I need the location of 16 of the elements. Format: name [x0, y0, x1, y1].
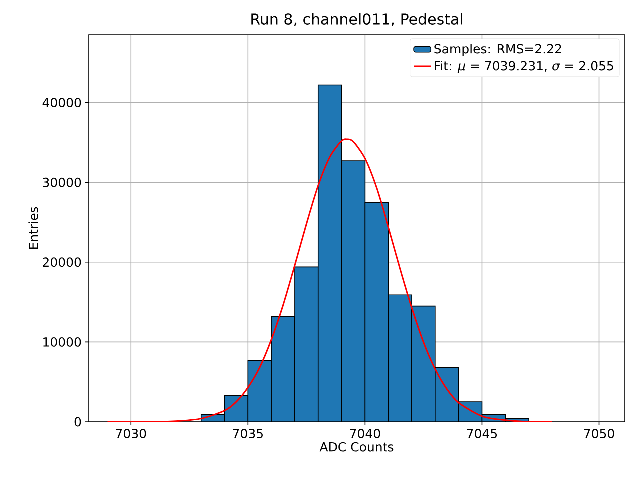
- x-tick-label: 7040: [350, 429, 380, 438]
- line-series: [106, 138, 554, 422]
- y-tick-label: 40000: [42, 98, 82, 108]
- legend-label: Samples: RMS=2.22: [434, 44, 562, 56]
- x-tick-label: 7035: [233, 429, 263, 438]
- x-tick-label: 7045: [467, 429, 498, 438]
- y-tick-label: 30000: [43, 178, 82, 188]
- x-tick-label: 7030: [116, 429, 146, 438]
- y-tick-label: 0: [74, 417, 82, 427]
- x-axis-title: ADC Counts: [320, 442, 394, 452]
- legend-label: Fit: μ = 7039.231, σ = 2.055: [435, 61, 614, 74]
- x-tick-label: 7050: [584, 429, 614, 438]
- chart-title: Run 8, channel011, Pedestal: [252, 13, 462, 26]
- y-tick-label: 10000: [44, 337, 82, 347]
- y-tick-label: 20000: [43, 258, 82, 268]
- y-axis-title: Entries: [28, 207, 38, 250]
